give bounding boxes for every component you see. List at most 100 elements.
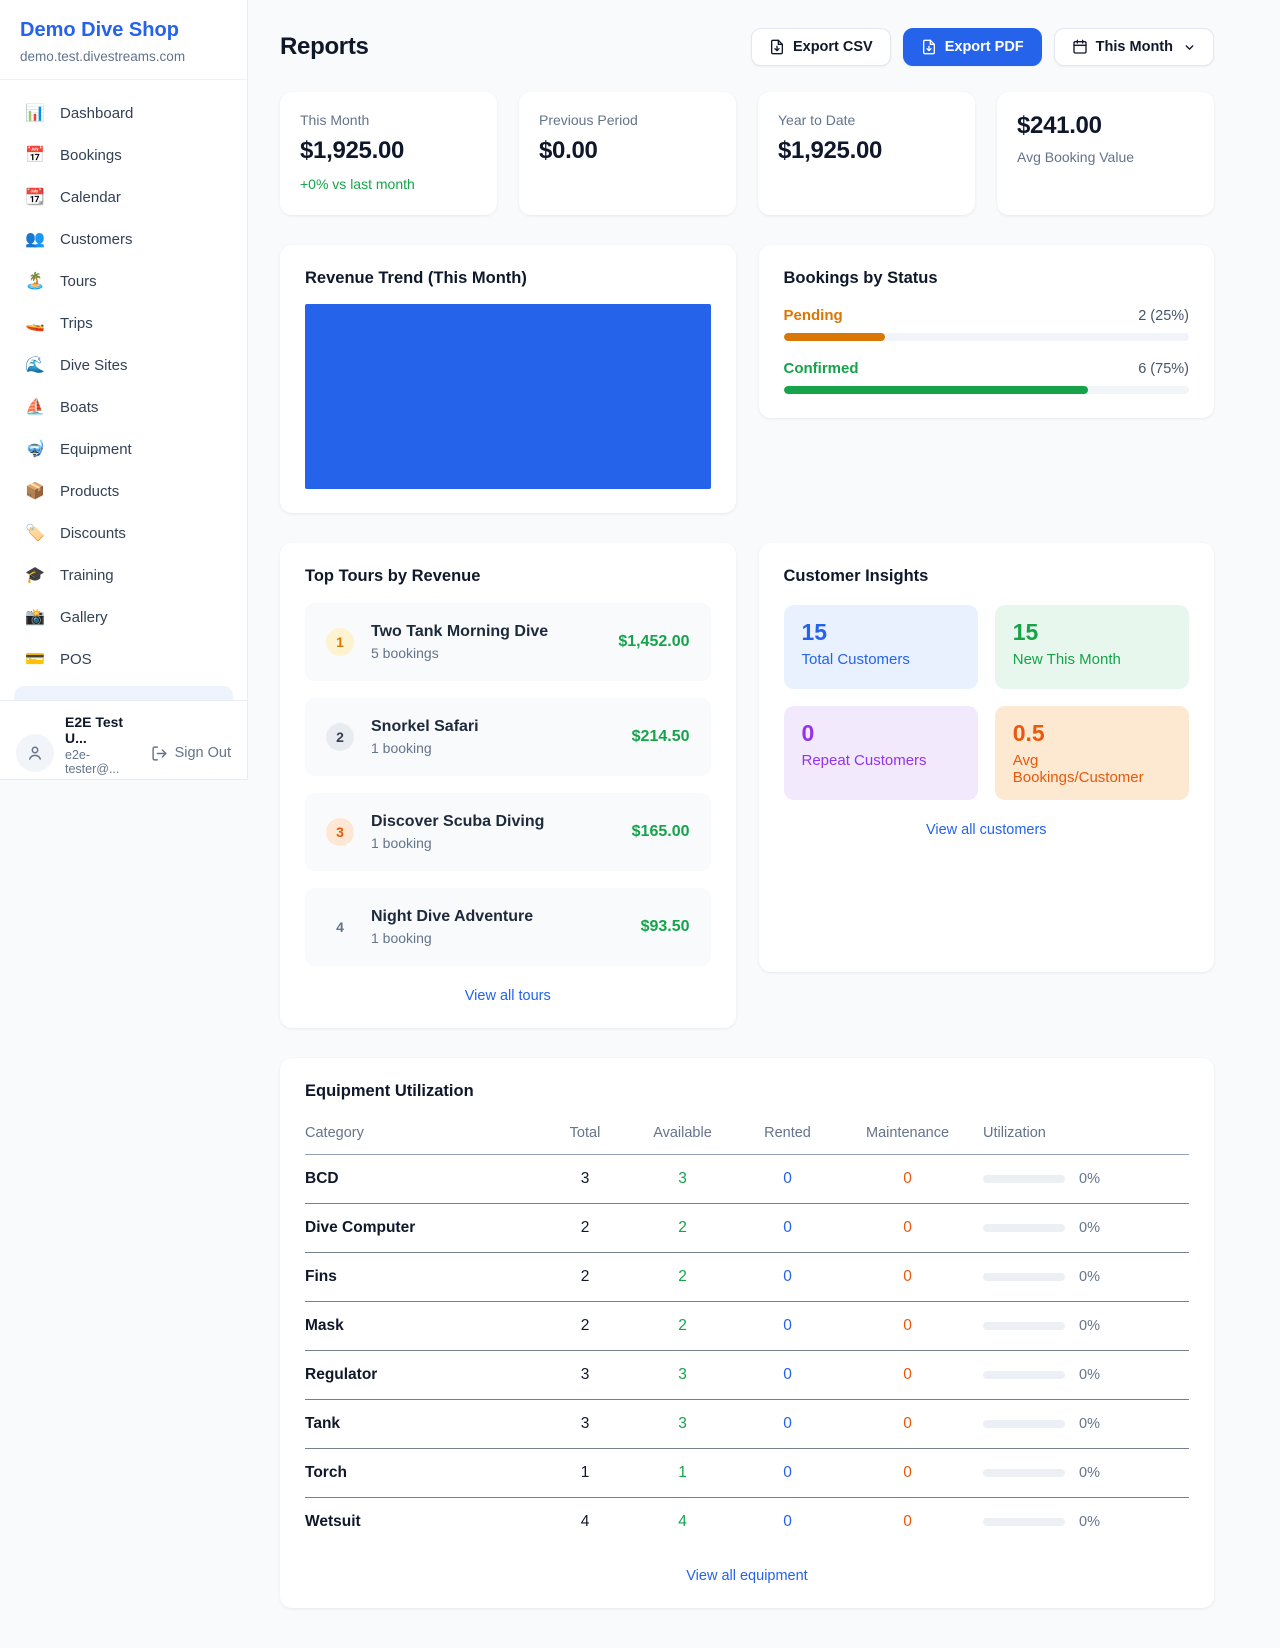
period-dropdown[interactable]: This Month bbox=[1053, 28, 1214, 66]
cell-maintenance: 0 bbox=[840, 1252, 975, 1302]
page-title: Reports bbox=[280, 33, 369, 60]
sidebar: Demo Dive Shop demo.test.divestreams.com… bbox=[0, 0, 248, 780]
table-row: Torch 1 1 0 0 0% bbox=[305, 1448, 1189, 1498]
view-all-equipment-link[interactable]: View all equipment bbox=[686, 1568, 808, 1584]
header-actions: Export CSV Export PDF This Month bbox=[750, 28, 1214, 66]
cell-total: 4 bbox=[580, 1513, 590, 1530]
sidebar-item-discounts[interactable]: 🏷️ Discounts bbox=[10, 512, 237, 554]
stat-delta: +0% vs last month bbox=[300, 176, 415, 192]
user-role: Owner bbox=[65, 778, 140, 779]
user-email: e2e-tester@... bbox=[65, 748, 120, 776]
utilization-track bbox=[983, 1469, 1065, 1477]
tile-avg-bookings-customer: 0.5 Avg Bookings/Customer bbox=[994, 706, 1189, 800]
sidebar-header: Demo Dive Shop demo.test.divestreams.com bbox=[0, 0, 247, 80]
avatar bbox=[16, 734, 54, 772]
charts-row: Revenue Trend (This Month) Bookings by S… bbox=[280, 245, 1214, 513]
stat-card-year-to-date: Year to Date $1,925.00 bbox=[758, 92, 975, 215]
utilization-text: 0% bbox=[1079, 1269, 1100, 1285]
people-icon: 👥 bbox=[25, 231, 45, 248]
cell-maintenance: 0 bbox=[840, 1399, 975, 1449]
view-all-customers-link[interactable]: View all customers bbox=[925, 822, 1047, 838]
cell-available: 2 bbox=[630, 1203, 735, 1253]
sidebar-item-calendar[interactable]: 📆 Calendar bbox=[10, 176, 237, 218]
sidebar-item-boats[interactable]: ⛵ Boats bbox=[10, 386, 237, 428]
export-csv-label: Export CSV bbox=[792, 39, 873, 55]
sidebar-item-dive-sites[interactable]: 🌊 Dive Sites bbox=[10, 344, 237, 386]
tour-row: 2 Snorkel Safari 1 booking $214.50 bbox=[305, 698, 711, 776]
sidebar-item-tours[interactable]: 🏝️ Tours bbox=[10, 260, 237, 302]
cell-utilization: 0% bbox=[975, 1203, 1189, 1253]
tile-label: Repeat Customers bbox=[801, 752, 927, 769]
stat-label: This Month bbox=[300, 112, 370, 128]
status-row-pending: Pending 2 (25%) bbox=[783, 307, 1189, 341]
utilization-track bbox=[983, 1273, 1065, 1281]
tour-row: 4 Night Dive Adventure 1 booking $93.50 bbox=[305, 888, 711, 966]
cell-available: 3 bbox=[630, 1399, 735, 1449]
sidebar-item-customers[interactable]: 👥 Customers bbox=[10, 218, 237, 260]
cell-utilization: 0% bbox=[975, 1498, 1189, 1547]
cell-total: 3 bbox=[540, 1154, 630, 1204]
sidebar-item-equipment[interactable]: 🤿 Equipment bbox=[10, 428, 237, 470]
export-pdf-button[interactable]: Export PDF bbox=[902, 28, 1042, 66]
stat-value: $241.00 bbox=[1017, 112, 1102, 139]
sidebar-item-bookings[interactable]: 📅 Bookings bbox=[10, 134, 237, 176]
tile-new-this-month: 15 New This Month bbox=[994, 605, 1189, 689]
sidebar-item-label: Gallery bbox=[60, 608, 108, 626]
sidebar-item-reports-active-partial[interactable] bbox=[14, 686, 233, 700]
sidebar-item-products[interactable]: 📦 Products bbox=[10, 470, 237, 512]
utilization-text: 0% bbox=[1079, 1416, 1100, 1432]
utilization-text: 0% bbox=[1079, 1514, 1100, 1530]
cell-maintenance: 0 bbox=[840, 1203, 975, 1253]
stat-card-avg-booking-value: $241.00 Avg Booking Value bbox=[997, 92, 1214, 215]
sidebar-item-pos[interactable]: 💳 POS bbox=[10, 638, 237, 680]
cell-utilization: 0% bbox=[975, 1448, 1189, 1498]
calendar-icon: 📆 bbox=[25, 189, 45, 206]
cell-maintenance: 0 bbox=[840, 1301, 975, 1351]
export-csv-button[interactable]: Export CSV bbox=[750, 28, 891, 66]
utilization-track bbox=[983, 1371, 1065, 1379]
cell-total: 2 bbox=[540, 1252, 630, 1302]
sidebar-item-label: Calendar bbox=[60, 188, 121, 206]
tour-name: Discover Scuba Diving bbox=[371, 813, 545, 830]
sidebar-item-dashboard[interactable]: 📊 Dashboard bbox=[10, 92, 237, 134]
sidebar-item-trips[interactable]: 🚤 Trips bbox=[10, 302, 237, 344]
cell-total: 3 bbox=[540, 1350, 630, 1400]
sign-out-button[interactable]: Sign Out bbox=[151, 745, 231, 762]
stat-label: Avg Booking Value bbox=[1017, 149, 1135, 165]
cell-utilization: 0% bbox=[975, 1301, 1189, 1351]
tour-row: 1 Two Tank Morning Dive 5 bookings $1,45… bbox=[305, 603, 711, 681]
cell-available: 1 bbox=[630, 1448, 735, 1498]
insight-tiles: 15 Total Customers 15 New This Month 0 R… bbox=[783, 605, 1189, 800]
logout-icon bbox=[151, 745, 167, 761]
cell-total: 2 bbox=[540, 1301, 630, 1351]
stat-label: Previous Period bbox=[539, 112, 638, 128]
tile-value: 0 bbox=[801, 720, 815, 746]
sidebar-item-label: Training bbox=[60, 566, 114, 584]
main-content: Reports Export CSV Export PDF This Month bbox=[248, 0, 1280, 1648]
cell-category: Dive Computer bbox=[305, 1203, 540, 1253]
column-header-available: Available bbox=[630, 1115, 735, 1155]
rank-badge: 2 bbox=[326, 723, 354, 751]
utilization-track bbox=[983, 1420, 1065, 1428]
view-all-tours-link[interactable]: View all tours bbox=[464, 988, 551, 1004]
tour-revenue: $165.00 bbox=[631, 823, 690, 840]
shop-name: Demo Dive Shop bbox=[20, 19, 179, 41]
top-tours-title: Top Tours by Revenue bbox=[305, 567, 481, 585]
cell-category: Tank bbox=[305, 1399, 540, 1449]
sidebar-item-gallery[interactable]: 📸 Gallery bbox=[10, 596, 237, 638]
user-info: E2E Test U... e2e-tester@... Owner bbox=[65, 714, 140, 779]
wave-icon: 🌊 bbox=[25, 357, 45, 374]
shop-domain: demo.test.divestreams.com bbox=[20, 49, 186, 64]
speedboat-icon: 🚤 bbox=[25, 315, 45, 332]
period-label: This Month bbox=[1095, 39, 1173, 55]
sidebar-item-label: Products bbox=[60, 482, 120, 500]
tour-name: Night Dive Adventure bbox=[371, 908, 534, 925]
column-header-maintenance: Maintenance bbox=[840, 1115, 975, 1155]
equipment-table: Category Total Available Rented Maintena… bbox=[305, 1115, 1189, 1546]
utilization-track bbox=[983, 1322, 1065, 1330]
cell-maintenance: 0 bbox=[903, 1513, 912, 1530]
revenue-trend-title: Revenue Trend (This Month) bbox=[305, 269, 527, 287]
table-row: Fins 2 2 0 0 0% bbox=[305, 1252, 1189, 1302]
sidebar-item-training[interactable]: 🎓 Training bbox=[10, 554, 237, 596]
credit-card-icon: 💳 bbox=[25, 651, 45, 668]
